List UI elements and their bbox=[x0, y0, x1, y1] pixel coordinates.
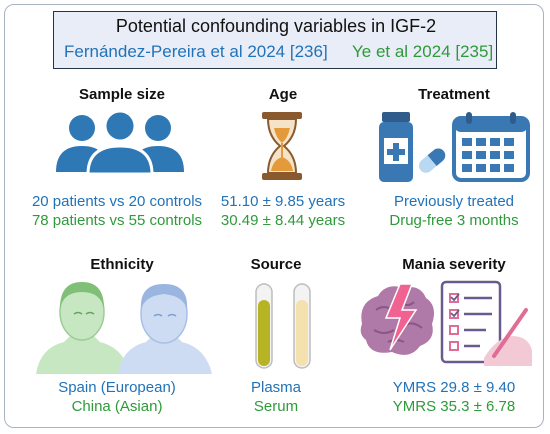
source-study-a: Plasma bbox=[250, 379, 302, 396]
source-study-a: Fernández-Pereira et al 2024 [236] bbox=[64, 42, 328, 61]
test-tubes-icon bbox=[255, 283, 311, 369]
source-heading: Source bbox=[250, 256, 302, 273]
title-box: Potential confounding variables in IGF-2… bbox=[53, 11, 497, 69]
source-study-b: Serum bbox=[253, 398, 299, 415]
age-study-a: 51.10 ± 9.85 years bbox=[220, 193, 346, 210]
age-study-b: 30.49 ± 8.44 years bbox=[220, 212, 346, 229]
outer-frame bbox=[4, 4, 544, 428]
treatment-heading: Treatment bbox=[418, 86, 490, 103]
mania-severity-study-b: YMRS 35.3 ± 6.78 bbox=[392, 398, 516, 415]
page-title: Potential confounding variables in IGF-2 bbox=[115, 16, 437, 36]
treatment-study-a: Previously treated bbox=[393, 193, 515, 210]
medication-calendar-icon bbox=[379, 112, 530, 182]
ethnicity-study-b: China (Asian) bbox=[71, 398, 163, 415]
treatment-study-b: Drug-free 3 months bbox=[389, 212, 519, 229]
source-study-b: Ye et al 2024 [235] bbox=[352, 42, 494, 61]
ethnicity-heading: Ethnicity bbox=[90, 256, 154, 273]
mania-severity-heading: Mania severity bbox=[402, 256, 506, 273]
sample-size-heading: Sample size bbox=[79, 86, 165, 103]
people-group-icon bbox=[56, 110, 184, 174]
brain-checklist-icon bbox=[360, 280, 532, 366]
ethnicity-study-a: Spain (European) bbox=[58, 379, 176, 396]
faces-icon bbox=[36, 282, 212, 374]
hourglass-icon bbox=[262, 112, 302, 180]
mania-severity-study-a: YMRS 29.8 ± 9.40 bbox=[392, 379, 516, 396]
sample-size-study-b: 78 patients vs 55 controls bbox=[31, 212, 203, 229]
sample-size-study-a: 20 patients vs 20 controls bbox=[31, 193, 203, 210]
age-heading: Age bbox=[268, 86, 298, 103]
